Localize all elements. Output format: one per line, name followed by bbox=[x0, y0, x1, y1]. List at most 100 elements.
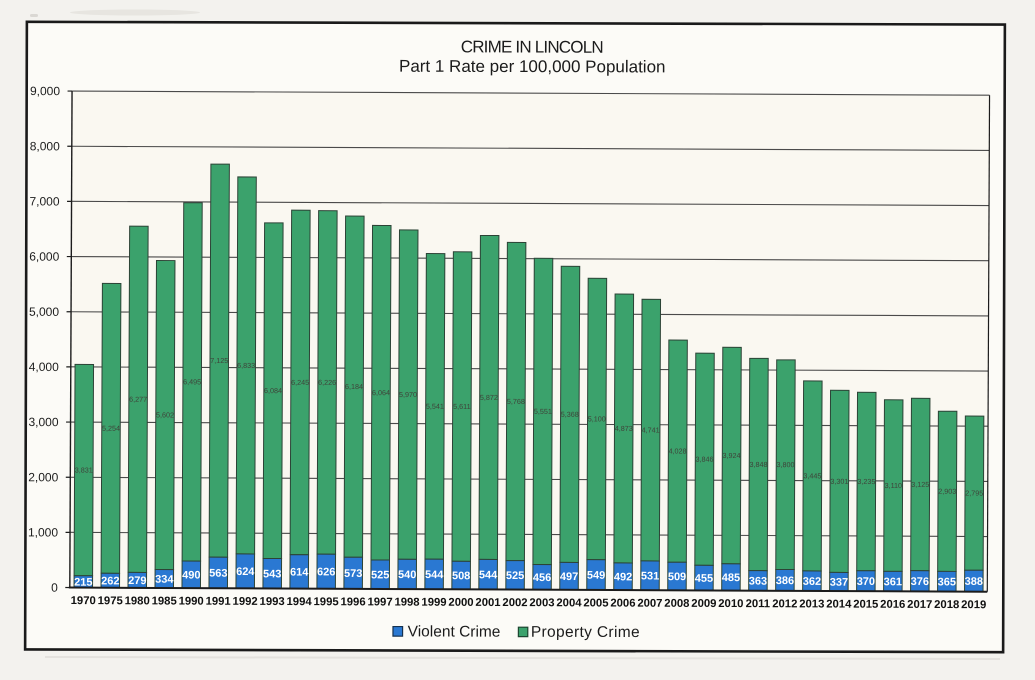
svg-text:2015: 2015 bbox=[853, 599, 878, 611]
svg-text:5,872: 5,872 bbox=[480, 393, 498, 402]
svg-text:531: 531 bbox=[641, 570, 659, 582]
svg-text:365: 365 bbox=[938, 576, 956, 588]
svg-text:525: 525 bbox=[371, 569, 389, 581]
svg-text:3,110: 3,110 bbox=[885, 481, 902, 490]
svg-text:362: 362 bbox=[803, 576, 821, 588]
svg-text:2013: 2013 bbox=[799, 598, 824, 610]
svg-text:4,028: 4,028 bbox=[669, 446, 687, 455]
svg-text:497: 497 bbox=[560, 571, 578, 583]
svg-text:386: 386 bbox=[776, 575, 794, 587]
svg-text:Part 1 Rate per 100,000 Popula: Part 1 Rate per 100,000 Population bbox=[399, 57, 666, 77]
svg-text:2002: 2002 bbox=[502, 597, 527, 609]
svg-text:3,301: 3,301 bbox=[830, 477, 848, 486]
svg-text:3,000: 3,000 bbox=[28, 415, 58, 429]
svg-text:6,226: 6,226 bbox=[318, 378, 336, 387]
svg-text:1993: 1993 bbox=[260, 596, 285, 608]
svg-text:1995: 1995 bbox=[313, 596, 338, 608]
svg-text:525: 525 bbox=[506, 570, 524, 582]
svg-text:6,277: 6,277 bbox=[129, 395, 147, 404]
svg-text:1991: 1991 bbox=[206, 596, 231, 608]
svg-text:361: 361 bbox=[884, 576, 902, 588]
svg-text:2018: 2018 bbox=[934, 599, 959, 611]
svg-text:5,100: 5,100 bbox=[588, 414, 606, 423]
svg-text:5,000: 5,000 bbox=[29, 305, 59, 319]
svg-text:0: 0 bbox=[51, 581, 58, 595]
svg-text:2010: 2010 bbox=[718, 598, 743, 610]
svg-text:624: 624 bbox=[236, 566, 255, 578]
svg-text:4,873: 4,873 bbox=[615, 424, 633, 433]
svg-text:363: 363 bbox=[749, 576, 767, 588]
svg-text:2,000: 2,000 bbox=[28, 470, 58, 484]
svg-text:544: 544 bbox=[425, 569, 444, 581]
svg-text:376: 376 bbox=[911, 576, 929, 588]
svg-text:262: 262 bbox=[101, 575, 119, 587]
svg-text:3,800: 3,800 bbox=[776, 460, 794, 469]
svg-text:5,602: 5,602 bbox=[156, 410, 174, 419]
svg-text:7,000: 7,000 bbox=[29, 194, 59, 208]
svg-text:337: 337 bbox=[830, 577, 848, 589]
svg-text:Violent Crime: Violent Crime bbox=[408, 623, 501, 640]
svg-text:509: 509 bbox=[668, 571, 686, 583]
svg-text:5,254: 5,254 bbox=[102, 424, 120, 433]
svg-text:2003: 2003 bbox=[529, 597, 554, 609]
svg-text:6,000: 6,000 bbox=[29, 250, 59, 264]
svg-text:7,125: 7,125 bbox=[210, 356, 228, 365]
svg-text:2006: 2006 bbox=[610, 598, 635, 610]
svg-text:492: 492 bbox=[614, 571, 632, 583]
svg-text:3,235: 3,235 bbox=[857, 477, 875, 486]
svg-text:2017: 2017 bbox=[907, 599, 932, 611]
svg-text:626: 626 bbox=[317, 566, 335, 578]
svg-text:5,368: 5,368 bbox=[561, 410, 579, 419]
svg-text:1980: 1980 bbox=[125, 595, 150, 607]
svg-text:5,611: 5,611 bbox=[453, 402, 470, 411]
svg-text:2,795: 2,795 bbox=[965, 489, 983, 498]
svg-text:1999: 1999 bbox=[421, 597, 446, 609]
svg-text:370: 370 bbox=[857, 576, 875, 588]
svg-text:2007: 2007 bbox=[637, 598, 662, 610]
svg-text:1970: 1970 bbox=[71, 595, 96, 607]
svg-text:388: 388 bbox=[965, 576, 983, 588]
svg-text:4,741: 4,741 bbox=[642, 425, 660, 434]
svg-text:490: 490 bbox=[182, 569, 200, 581]
svg-text:6,084: 6,084 bbox=[264, 386, 282, 395]
svg-text:1994: 1994 bbox=[287, 596, 313, 608]
svg-text:Property Crime: Property Crime bbox=[531, 624, 640, 641]
svg-text:334: 334 bbox=[155, 574, 174, 586]
svg-text:6,833: 6,833 bbox=[237, 361, 255, 370]
svg-text:2012: 2012 bbox=[772, 598, 797, 610]
svg-text:544: 544 bbox=[479, 569, 498, 581]
svg-text:6,495: 6,495 bbox=[183, 377, 201, 386]
svg-text:3,831: 3,831 bbox=[75, 465, 93, 474]
svg-text:2005: 2005 bbox=[583, 597, 608, 609]
svg-text:2001: 2001 bbox=[475, 597, 500, 609]
svg-text:2014: 2014 bbox=[826, 598, 852, 610]
svg-text:2008: 2008 bbox=[664, 598, 689, 610]
svg-text:1990: 1990 bbox=[179, 596, 204, 608]
svg-text:3,846: 3,846 bbox=[696, 455, 714, 464]
svg-text:8,000: 8,000 bbox=[30, 139, 60, 153]
svg-text:455: 455 bbox=[695, 573, 713, 585]
svg-text:3,125: 3,125 bbox=[911, 480, 929, 489]
svg-text:CRIME IN LINCOLN: CRIME IN LINCOLN bbox=[461, 37, 603, 56]
svg-text:5,768: 5,768 bbox=[507, 397, 525, 406]
svg-text:3,924: 3,924 bbox=[723, 451, 741, 460]
svg-text:1998: 1998 bbox=[394, 597, 419, 609]
svg-text:3,848: 3,848 bbox=[749, 460, 767, 469]
svg-text:5,541: 5,541 bbox=[426, 402, 444, 411]
svg-text:2,903: 2,903 bbox=[938, 487, 956, 496]
svg-text:1992: 1992 bbox=[233, 596, 258, 608]
svg-text:2011: 2011 bbox=[746, 598, 771, 610]
svg-text:5,970: 5,970 bbox=[399, 390, 417, 399]
svg-text:508: 508 bbox=[452, 570, 470, 582]
svg-text:2016: 2016 bbox=[880, 599, 905, 611]
svg-text:456: 456 bbox=[533, 572, 551, 584]
svg-text:1985: 1985 bbox=[152, 595, 177, 607]
svg-text:1,000: 1,000 bbox=[28, 525, 58, 539]
svg-text:4,000: 4,000 bbox=[29, 360, 59, 374]
svg-text:563: 563 bbox=[209, 568, 227, 580]
svg-text:549: 549 bbox=[587, 570, 605, 582]
svg-text:485: 485 bbox=[722, 572, 740, 584]
svg-text:9,000: 9,000 bbox=[30, 84, 60, 98]
svg-text:2004: 2004 bbox=[556, 597, 582, 609]
svg-text:5,551: 5,551 bbox=[534, 407, 552, 416]
